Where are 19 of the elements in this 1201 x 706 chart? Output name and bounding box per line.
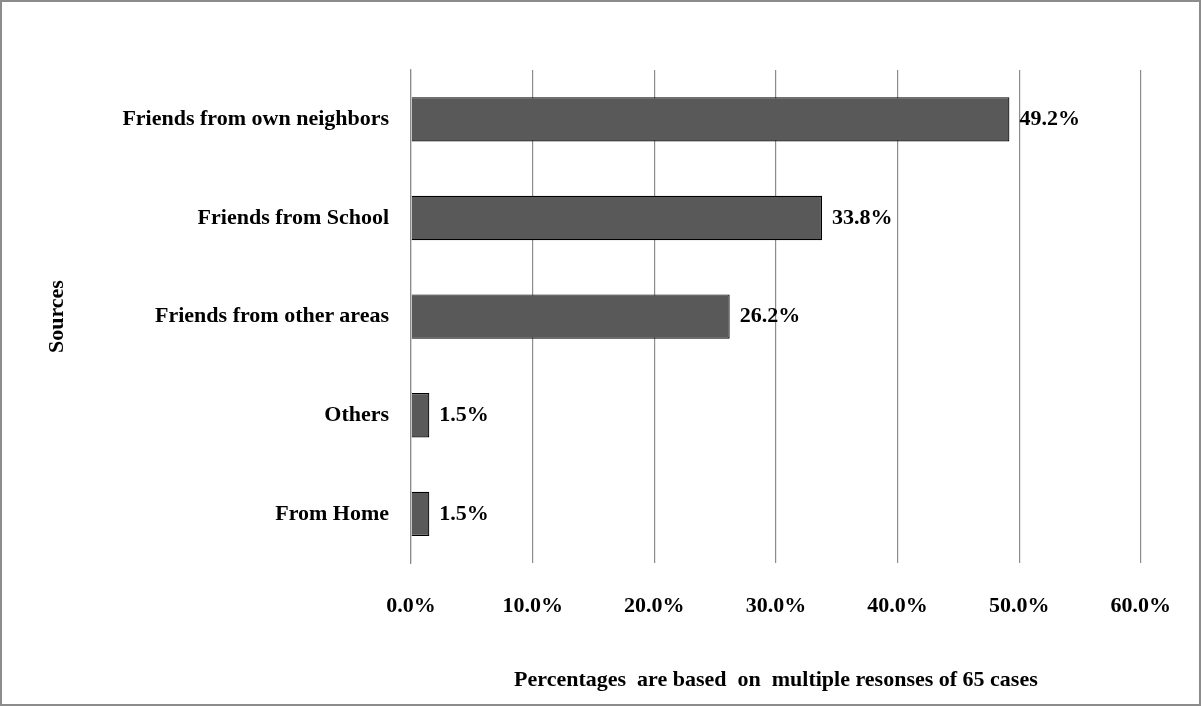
y-tick-label: Friends from other areas — [155, 302, 390, 328]
x-tick-label: 0.0% — [386, 592, 436, 618]
y-tick-label: From Home — [275, 499, 390, 525]
data-label: 49.2% — [1019, 105, 1080, 131]
x-tick-label: 60.0% — [1110, 592, 1171, 618]
x-axis-title: Percentages are based on multiple resonses of 65 cases — [514, 666, 1039, 692]
data-label: 33.8% — [832, 203, 893, 229]
data-label: 1.5% — [439, 499, 489, 525]
x-tick-label: 20.0% — [624, 592, 685, 618]
y-tick-label: Friends from own neighbors — [122, 105, 390, 131]
x-tick-label: 40.0% — [867, 592, 928, 618]
data-label: 1.5% — [439, 400, 489, 426]
data-label: 26.2% — [739, 302, 801, 328]
x-tick-label: 30.0% — [745, 592, 807, 618]
y-tick-label: Others — [324, 400, 390, 426]
x-tick-label: 50.0% — [988, 592, 1050, 618]
x-tick-label: 10.0% — [502, 592, 563, 618]
y-tick-label: Friends from School — [197, 203, 390, 229]
y-axis-title: Sources — [42, 279, 68, 354]
